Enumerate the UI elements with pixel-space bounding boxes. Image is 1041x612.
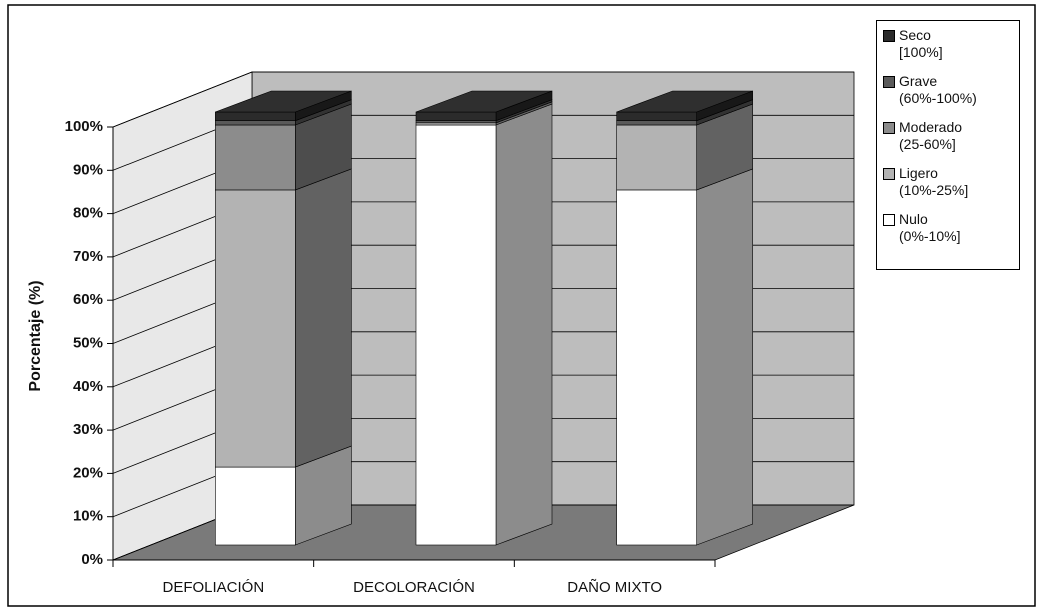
legend-label: Moderado (25-60%] (899, 119, 963, 152)
y-tick-label: 60% (73, 291, 103, 308)
legend: Seco [100%] Grave (60%-100%) Moderado (25-… (876, 20, 1020, 270)
y-tick-label: 40% (73, 378, 103, 395)
bar-face (415, 120, 497, 124)
x-tick-label: DECOLORACIÓN (353, 579, 475, 596)
y-tick-label: 50% (73, 334, 103, 351)
legend-label: Ligero (10%-25%] (899, 165, 969, 198)
y-tick-label: 80% (73, 205, 103, 222)
y-axis-title: Porcentaje (%) (27, 280, 44, 391)
legend-item: Moderado (25-60%] (883, 119, 1019, 153)
x-tick-label: DEFOLIACIÓN (162, 579, 264, 596)
bar-segment (415, 103, 553, 546)
legend-item: Seco [100%] (883, 27, 1019, 61)
bar-face (616, 189, 697, 546)
legend-swatch (883, 76, 895, 88)
bar-face (215, 111, 296, 121)
x-tick-label: DAÑO MIXTO (567, 579, 662, 596)
bar-face (215, 90, 352, 113)
bar-face (616, 120, 697, 126)
y-tick-label: 0% (81, 551, 103, 568)
bar-face (295, 168, 352, 468)
bar-face (616, 124, 697, 191)
bar-face (215, 466, 296, 546)
bar-face (415, 111, 497, 121)
y-tick-label: 100% (65, 118, 103, 135)
bar-face (415, 122, 497, 126)
grid-line (112, 71, 253, 128)
bar-face (495, 103, 553, 546)
legend-swatch (883, 122, 895, 134)
y-tick-label: 10% (73, 508, 103, 525)
legend-label: Grave (60%-100%) (899, 73, 977, 106)
legend-swatch (883, 214, 895, 226)
bar-segment (215, 168, 352, 468)
legend-item: Ligero (10%-25%] (883, 165, 1019, 199)
bar-segment (215, 103, 352, 191)
legend-swatch (883, 30, 895, 42)
bar-segment (215, 90, 352, 122)
legend-swatch (883, 168, 895, 180)
y-tick-label: 70% (73, 248, 103, 265)
bar-segment (616, 103, 753, 191)
bar-segment (616, 168, 753, 546)
y-tick-label: 90% (73, 161, 103, 178)
bar-face (215, 189, 296, 468)
y-tick-label: 20% (73, 464, 103, 481)
bar-face (415, 124, 497, 546)
bar-face (616, 90, 753, 113)
bar-face (215, 124, 296, 191)
y-tick-label: 30% (73, 421, 103, 438)
legend-item: Grave (60%-100%) (883, 73, 1019, 107)
bar-face (696, 168, 753, 546)
bar-face (415, 90, 553, 113)
bar-face (215, 120, 296, 126)
bar-segment (215, 445, 352, 546)
bar-face (616, 111, 697, 121)
bar-segment (616, 90, 753, 122)
legend-label: Seco [100%] (899, 27, 943, 60)
bar-segment (415, 90, 553, 122)
legend-label: Nulo (0%-10%] (899, 211, 961, 244)
legend-item: Nulo (0%-10%] (883, 211, 1019, 245)
